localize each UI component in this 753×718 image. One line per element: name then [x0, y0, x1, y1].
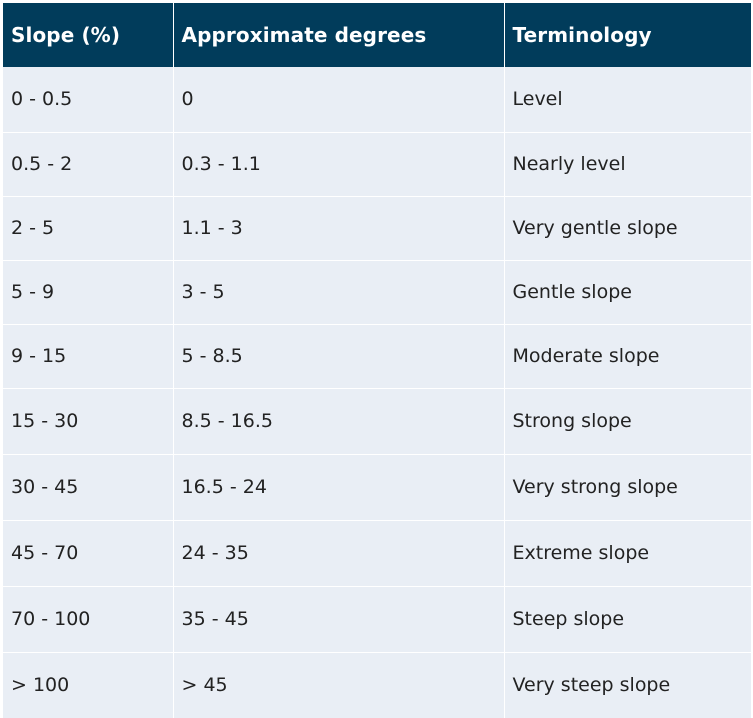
cell-slope-percent: 70 - 100: [3, 586, 174, 652]
cell-slope-percent: 5 - 9: [3, 260, 174, 324]
header-row: Slope (%) Approximate degrees Terminolog…: [3, 3, 751, 67]
cell-terminology: Level: [512, 88, 563, 111]
cell-approximate-degrees: 16.5 - 24: [173, 454, 505, 520]
cell-terminology: Moderate slope: [512, 345, 660, 367]
cell-approximate-degrees: 0: [173, 67, 505, 132]
cell-approximate-degrees: 0.3 - 1.1: [173, 132, 505, 196]
cell-terminology: Strong slope: [512, 410, 632, 432]
table-row: 30 - 45 16.5 - 24 Very strong slope: [3, 454, 751, 520]
slope-table: Slope (%) Approximate degrees Terminolog…: [3, 3, 751, 718]
cell-slope-percent: 0.5 - 2: [3, 132, 174, 196]
cell-terminology: Gentle slope: [512, 281, 632, 303]
table-row: 15 - 30 8.5 - 16.5 Strong slope: [3, 388, 751, 454]
cell-approximate-degrees: 1.1 - 3: [173, 196, 505, 260]
slope-table-container: Slope (%) Approximate degrees Terminolog…: [3, 3, 751, 718]
cell-slope-percent: 45 - 70: [3, 520, 174, 586]
cell-slope-percent: 9 - 15: [3, 324, 174, 388]
cell-terminology: Very strong slope: [512, 476, 678, 498]
cell-slope-percent: 15 - 30: [3, 388, 174, 454]
cell-slope-percent: 2 - 5: [3, 196, 174, 260]
cell-terminology: Steep slope: [512, 608, 625, 630]
cell-terminology: Nearly level: [512, 153, 626, 175]
header-terminology: Terminology: [512, 23, 652, 47]
cell-approximate-degrees: 8.5 - 16.5: [173, 388, 505, 454]
cell-approximate-degrees: 5 - 8.5: [173, 324, 505, 388]
cell-approximate-degrees: > 45: [173, 652, 505, 718]
table-row: 70 - 100 35 - 45 Steep slope: [3, 586, 751, 652]
table-row: 0.5 - 2 0.3 - 1.1 Nearly level: [3, 132, 751, 196]
table-row: > 100 > 45 Very steep slope: [3, 652, 751, 718]
cell-approximate-degrees: 24 - 35: [173, 520, 505, 586]
cell-approximate-degrees: 3 - 5: [173, 260, 505, 324]
cell-slope-percent: 0 - 0.5: [3, 67, 174, 132]
cell-slope-percent: > 100: [3, 652, 174, 718]
cell-terminology: Very gentle slope: [512, 217, 678, 239]
cell-terminology: Very steep slope: [512, 674, 671, 697]
cell-approximate-degrees: 35 - 45: [173, 586, 505, 652]
table-row: 5 - 9 3 - 5 Gentle slope: [3, 260, 751, 324]
cell-terminology: Extreme slope: [512, 542, 650, 564]
cell-slope-percent: 30 - 45: [3, 454, 174, 520]
table-row: 9 - 15 5 - 8.5 Moderate slope: [3, 324, 751, 388]
header-slope-percent: Slope (%): [3, 3, 174, 67]
table-row: 45 - 70 24 - 35 Extreme slope: [3, 520, 751, 586]
header-approximate-degrees: Approximate degrees: [173, 3, 505, 67]
table-header: Slope (%) Approximate degrees Terminolog…: [3, 3, 751, 67]
table-row: 0 - 0.5 0 Level: [3, 67, 751, 132]
table-row: 2 - 5 1.1 - 3 Very gentle slope: [3, 196, 751, 260]
table-body: 0 - 0.5 0 Level 0.5 - 2 0.3 - 1.1 Nearly…: [3, 67, 751, 718]
